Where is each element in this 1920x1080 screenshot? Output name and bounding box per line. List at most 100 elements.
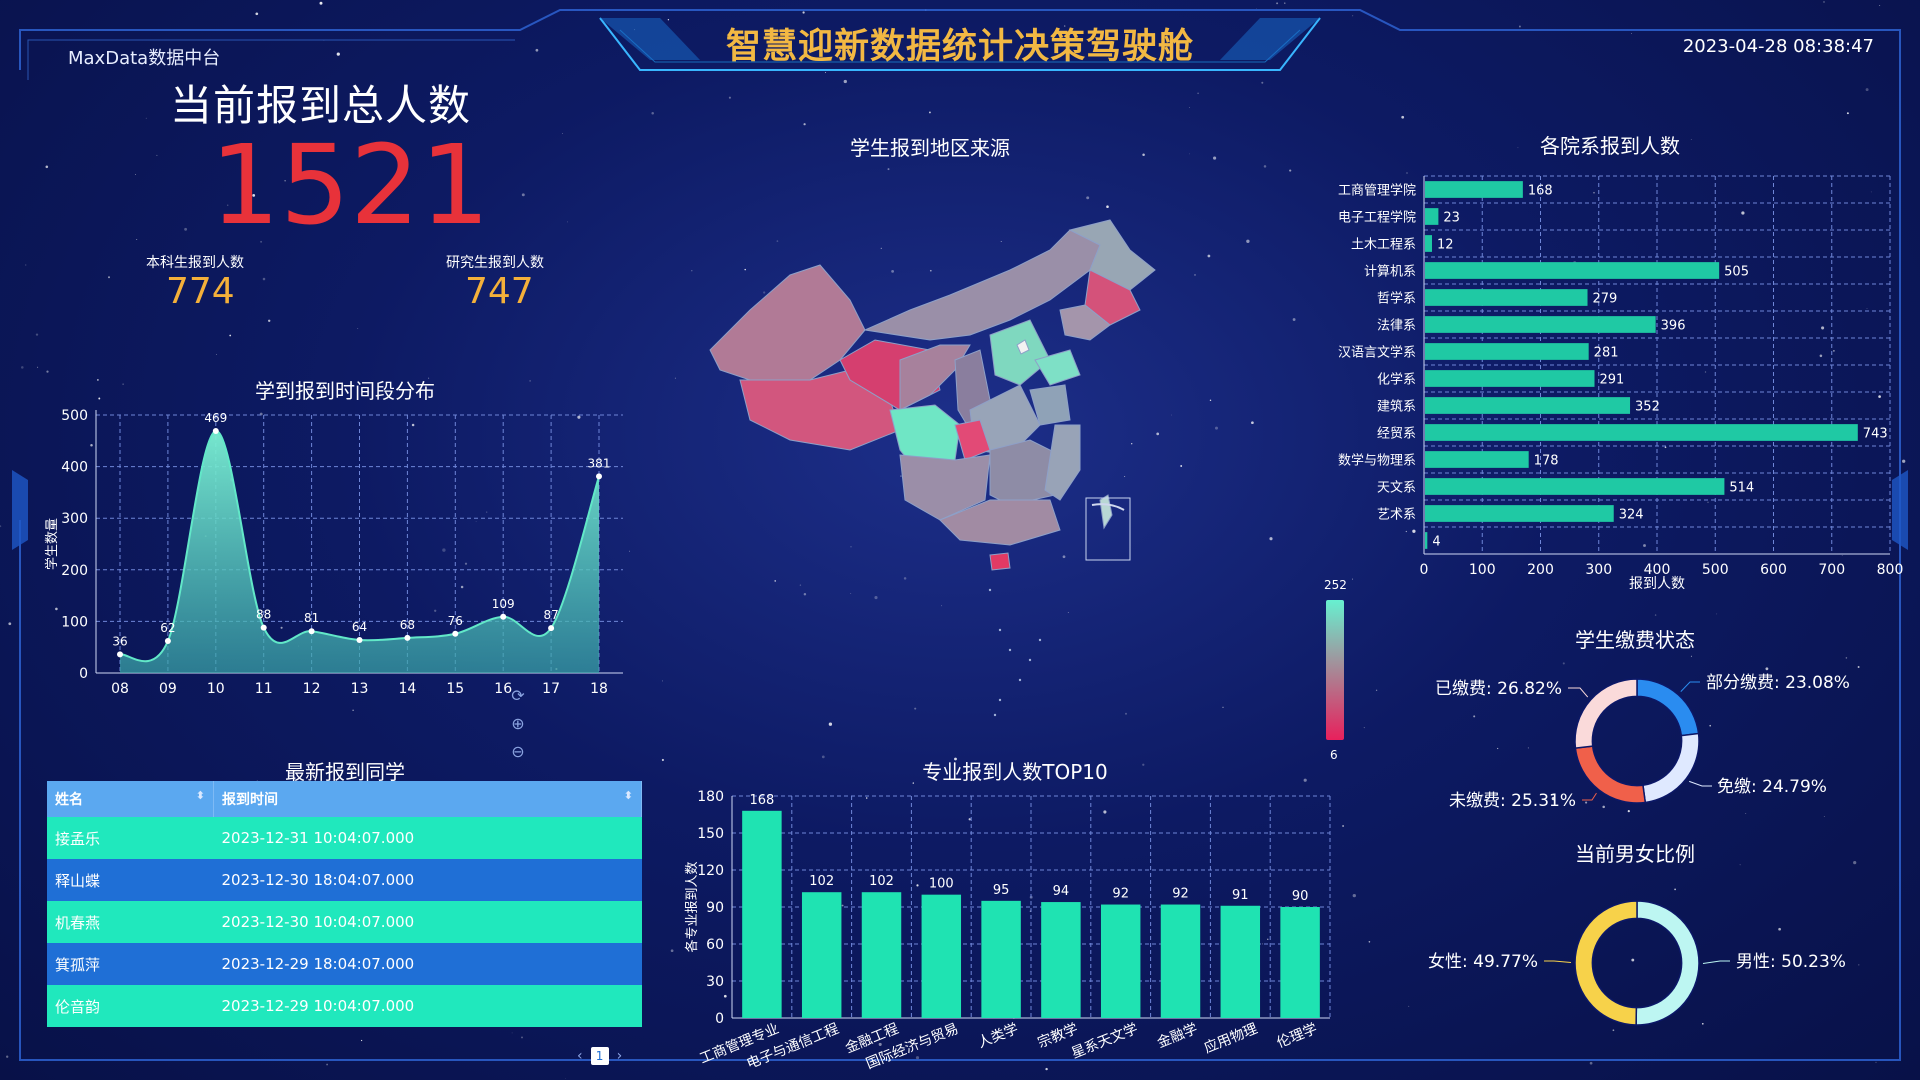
bar — [1220, 905, 1261, 1018]
pager-prev-button[interactable]: ‹ — [577, 1048, 583, 1064]
map-region-taiwan[interactable] — [1099, 494, 1113, 530]
table-row[interactable]: 机春燕 2023-12-30 10:04:07.000 — [47, 901, 642, 943]
china-region-map[interactable] — [690, 210, 1170, 730]
map-region-guangxi-guangdong[interactable] — [939, 499, 1061, 546]
y-axis-label: 各专业报到人数 — [684, 861, 700, 952]
col-header-name[interactable]: 姓名 ⬍ — [47, 781, 214, 817]
refresh-icon[interactable]: ⟳ — [511, 686, 525, 705]
data-point — [452, 630, 459, 637]
brand-label: MaxData数据中台 — [68, 48, 221, 69]
x-tick-label: 500 — [1702, 562, 1729, 578]
time-dist-title: 学到报到时间段分布 — [255, 379, 435, 403]
south-sea-islands — [1091, 503, 1125, 511]
undergrad-value: 774 — [166, 271, 235, 312]
y-tick-label: 30 — [706, 974, 724, 990]
table-row[interactable]: 释山蝶 2023-12-30 18:04:07.000 — [47, 859, 642, 901]
x-tick-label: 08 — [111, 681, 129, 697]
table-row[interactable]: 伦音韵 2023-12-29 10:04:07.000 — [47, 985, 642, 1027]
data-label: 90 — [1292, 889, 1309, 904]
slice-label: 未缴费: 25.31% — [1449, 791, 1576, 811]
major-chart-group: 0306090120150180各专业报到人数168工商管理专业102电子与通信… — [684, 789, 1331, 1072]
map-region-zhejiang-fujian[interactable] — [1044, 424, 1081, 501]
x-tick-label: 300 — [1585, 562, 1612, 578]
south-sea-inset — [1085, 497, 1131, 561]
map-region-jiangsu-anhui[interactable] — [1029, 384, 1071, 426]
sort-icon[interactable]: ⬍ — [195, 789, 205, 802]
data-label: 92 — [1112, 887, 1129, 902]
data-label: 279 — [1593, 292, 1618, 307]
map-region-shandong[interactable] — [1034, 349, 1081, 386]
data-label: 102 — [809, 874, 834, 889]
map-legend-max: 252 — [1324, 578, 1347, 592]
x-tick-label: 800 — [1877, 562, 1904, 578]
bar — [742, 810, 782, 1018]
gender-title: 当前男女比例 — [1575, 842, 1695, 866]
x-tick-label: 15 — [446, 681, 464, 697]
y-tick-label: 0 — [715, 1011, 724, 1027]
cell-time: 2023-12-31 10:04:07.000 — [213, 817, 642, 859]
map-controls: ⟳ ⊕ ⊖ — [508, 686, 532, 770]
map-region-hainan[interactable] — [989, 552, 1011, 571]
x-tick-label: 11 — [255, 681, 273, 697]
latest-registrations-table: 姓名 ⬍ 报到时间 ⬍ 接孟乐 2023-12-31 10:04:07.000 释山蝶… — [47, 781, 642, 1027]
slice-label: 女性: 49.77% — [1428, 952, 1538, 972]
x-tick-label: 13 — [351, 681, 369, 697]
bar — [1425, 181, 1523, 198]
category-label: 人类学 — [976, 1021, 1021, 1052]
zoom-out-icon[interactable]: ⊖ — [511, 742, 525, 761]
y-tick-label: 90 — [706, 900, 724, 916]
table-row[interactable]: 接孟乐 2023-12-31 10:04:07.000 — [47, 817, 642, 859]
data-point — [500, 613, 507, 620]
y-tick-label: 400 — [61, 460, 88, 476]
bar — [1425, 505, 1614, 522]
data-label: 109 — [492, 597, 515, 611]
category-label: 土木工程系 — [1351, 238, 1416, 253]
bar — [801, 892, 842, 1018]
bar — [1425, 478, 1725, 495]
sort-icon[interactable]: ⬍ — [623, 789, 633, 802]
x-tick-label: 18 — [590, 681, 608, 697]
data-label: 469 — [204, 411, 227, 425]
dept-title: 各院系报到人数 — [1540, 134, 1680, 158]
total-registered-value: 1521 — [210, 121, 490, 249]
map-region-yunnan-guizhou[interactable] — [899, 454, 991, 521]
y-tick-label: 100 — [61, 614, 88, 630]
category-label: 法律系 — [1377, 319, 1416, 334]
grad-value: 747 — [465, 271, 534, 312]
map-region-jilin[interactable] — [1084, 269, 1141, 326]
y-tick-label: 60 — [706, 937, 724, 953]
category-label: 艺术系 — [1377, 508, 1416, 523]
data-label: 88 — [256, 608, 271, 622]
data-label: 95 — [993, 883, 1010, 898]
bar — [1425, 370, 1595, 387]
category-label: 汉语言文学系 — [1338, 345, 1416, 361]
slice-label: 免缴: 24.79% — [1717, 777, 1827, 797]
pie-slice — [1574, 745, 1647, 804]
map-visual-map[interactable] — [1326, 600, 1344, 740]
pager-next-button[interactable]: › — [616, 1048, 623, 1064]
gender-donut-group: 男性: 50.23% 女性: 49.77% — [1428, 900, 1846, 1026]
bar — [1280, 907, 1320, 1018]
map-region-liaoning[interactable] — [1059, 304, 1111, 341]
category-label: 计算机系 — [1364, 265, 1416, 280]
x-tick-label: 600 — [1760, 562, 1787, 578]
col-header-time[interactable]: 报到时间 ⬍ — [213, 781, 642, 817]
table-row[interactable]: 箕孤萍 2023-12-29 18:04:07.000 — [47, 943, 642, 985]
cell-name: 伦音韵 — [47, 985, 214, 1027]
data-label: 324 — [1619, 508, 1644, 523]
pager-page-button[interactable]: 1 — [590, 1047, 609, 1065]
total-registered-title: 当前报到总人数 — [170, 81, 472, 130]
map-region-beijing[interactable] — [1016, 339, 1030, 355]
cell-name: 接孟乐 — [47, 817, 214, 859]
cell-time: 2023-12-30 10:04:07.000 — [213, 901, 642, 943]
slice-label: 男性: 50.23% — [1736, 952, 1846, 972]
cell-time: 2023-12-29 10:04:07.000 — [213, 985, 642, 1027]
data-label: 12 — [1437, 238, 1454, 253]
slice-label: 已缴费: 26.82% — [1435, 679, 1562, 699]
data-point — [260, 624, 267, 631]
zoom-in-icon[interactable]: ⊕ — [511, 714, 525, 733]
category-label: 星系天文学 — [1069, 1021, 1140, 1062]
bar — [1100, 904, 1141, 1018]
y-axis-label: 学生数量 — [44, 518, 60, 570]
data-label: 168 — [749, 793, 774, 808]
